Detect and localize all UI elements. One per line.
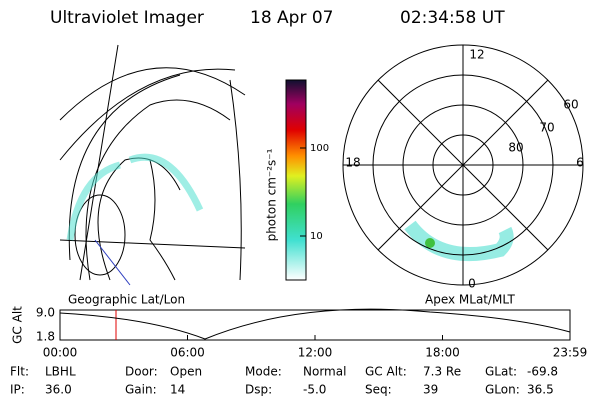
lat-label: 70 [539,121,554,135]
lat-label: 60 [563,98,578,112]
field-label: GLon: [485,383,520,397]
x-tick-label: 18:00 [425,346,460,360]
mlt-label: 12 [469,48,484,62]
geographic-image [59,44,246,286]
x-tick-label: 00:00 [43,346,78,360]
y-label: GC Alt [11,306,25,344]
date: 18 Apr 07 [250,8,333,28]
x-tick-label: 23:59 [553,346,588,360]
field-label: Door: [125,365,158,379]
field-value: 39 [423,383,438,397]
field-label: Flt: [10,365,29,379]
x-tick-label: 06:00 [170,346,205,360]
field-label: Mode: [245,365,282,379]
y-tick-label: 1.8 [36,330,55,344]
field-label: Dsp: [245,383,272,397]
mlt-label: 6 [576,156,584,170]
field-label: Seq: [365,383,392,397]
field-value: -69.8 [527,365,558,379]
altitude-curve [59,308,571,340]
time: 02:34:58 UT [400,8,505,28]
mlt-label: 18 [345,156,360,170]
field-value: 7.3 Re [423,365,461,379]
field-label: GLat: [485,365,517,379]
field-label: GC Alt: [365,365,407,379]
field-value: 36.0 [45,383,72,397]
right-label: Apex MLat/MLT [425,293,515,307]
field-value: Open [170,365,202,379]
x-tick-label: 12:00 [298,346,333,360]
field-value: LBHL [45,365,76,379]
colorbar [285,79,307,281]
field-label: Gain: [125,383,157,397]
field-value: -5.0 [303,383,326,397]
field-value: Normal [303,365,346,379]
field-value: 14 [170,383,185,397]
field-label: IP: [10,383,25,397]
y-tick-label: 9.0 [36,306,55,320]
left-label: Geographic Lat/Lon [68,293,185,307]
title: Ultraviolet Imager [50,8,204,28]
colorbar-tick: 10 [310,231,323,242]
mlt-label: 0 [468,277,476,291]
polar-image [342,44,584,286]
lat-label: 80 [508,141,523,155]
colorbar-tick: 100 [310,143,329,154]
field-value: 36.5 [527,383,554,397]
colorbar-label: photon cm⁻²s⁻¹ [265,148,279,241]
